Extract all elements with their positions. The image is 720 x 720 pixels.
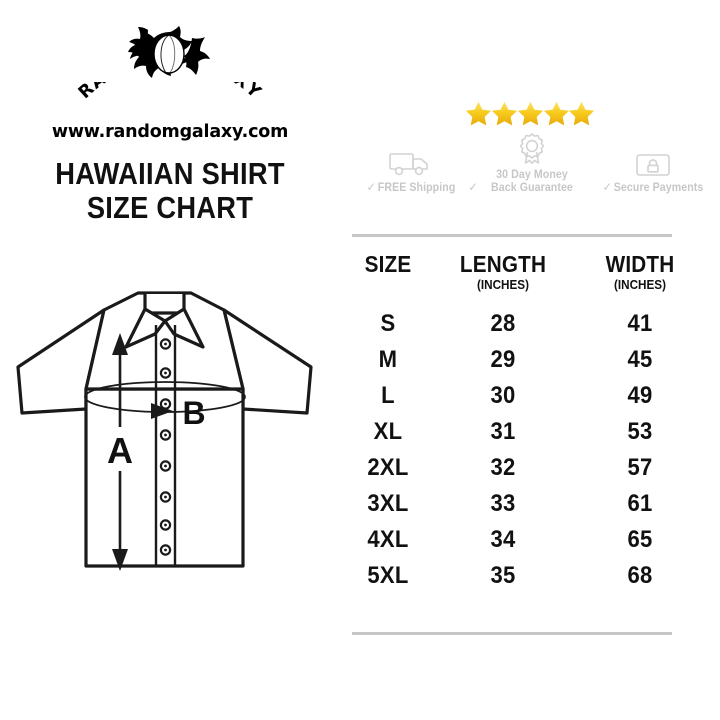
badge-secure-payments: ✓ Secure Payments [594, 146, 712, 195]
cell-length: 30 [490, 382, 516, 409]
cell-width: 49 [627, 382, 653, 409]
cell-length: 34 [490, 526, 516, 553]
header-length: LENGTH (INCHES) [443, 252, 564, 292]
brand-url: www.randomgalaxy.com [51, 122, 289, 142]
header-length-unit: (INCHES) [476, 277, 530, 292]
header-length-text: LENGTH [459, 251, 547, 277]
brand-name-text: RANDOM GALAXY [75, 82, 264, 103]
lock-card-icon [594, 146, 712, 178]
check-icon: ✓ [366, 179, 376, 194]
width-measure-arrow [151, 403, 173, 419]
svg-text:RANDOM GALAXY: RANDOM GALAXY [75, 82, 265, 103]
table-row: 5XL 35 68 [340, 558, 720, 594]
cell-size: 2XL [367, 454, 409, 481]
header-size: SIZE [364, 251, 412, 277]
header-width-text: WIDTH [605, 251, 675, 277]
award-ribbon-icon [473, 133, 591, 166]
title-line-1: HAWAIIAN SHIRT [55, 156, 285, 191]
length-measure-arrow [107, 333, 134, 571]
delivery-truck-icon [352, 146, 470, 178]
cell-length: 31 [490, 418, 516, 445]
right-panel: ✓ FREE Shipping ✓ 30 Day Money Back Guaran… [340, 0, 720, 720]
shirt-diagram: A B [16, 291, 313, 571]
table-body: S 28 41 M 29 45 L 30 49 XL 31 53 2XL 32 57 3XL 33 61 4XL 34… [340, 306, 720, 594]
star-rating [340, 98, 720, 128]
cell-size: L [381, 382, 395, 409]
table-header-row: SIZE LENGTH (INCHES) WIDTH (INCHES) [340, 252, 720, 292]
cell-size: M [378, 346, 398, 373]
shirt-neckband [143, 292, 186, 315]
cell-size: 5XL [367, 562, 409, 589]
check-icon: ✓ [602, 179, 612, 194]
table-row: XL 31 53 [340, 414, 720, 450]
cell-size: S [380, 310, 396, 337]
length-label: A [107, 430, 133, 471]
left-panel: RANDOM GALAXY www.randomgalaxy.com HAWAI… [0, 0, 340, 720]
galaxy-eye-icon [128, 26, 210, 78]
cell-size: 4XL [367, 526, 409, 553]
cell-size: XL [373, 418, 403, 445]
title-line-2: SIZE CHART [86, 190, 254, 225]
header-width-unit: (INCHES) [613, 277, 667, 292]
badge-free-shipping-label: ✓ FREE Shipping [366, 179, 456, 194]
size-table: SIZE LENGTH (INCHES) WIDTH (INCHES) S 28 4… [340, 252, 720, 594]
table-row: 3XL 33 61 [340, 486, 720, 522]
cell-length: 29 [490, 346, 516, 373]
cell-length: 32 [490, 454, 516, 481]
cell-width: 65 [627, 526, 653, 553]
cell-length: 35 [490, 562, 516, 589]
table-divider-top [352, 234, 672, 237]
width-label: B [182, 395, 205, 431]
shirt-buttons [159, 338, 172, 556]
table-row: M 29 45 [340, 342, 720, 378]
badge-free-shipping: ✓ FREE Shipping [352, 146, 470, 195]
cell-width: 61 [627, 490, 653, 517]
check-icon: ✓ [468, 179, 478, 194]
cell-width: 53 [627, 418, 653, 445]
table-row: L 30 49 [340, 378, 720, 414]
table-row: S 28 41 [340, 306, 720, 342]
five-stars-icon [465, 101, 595, 126]
cell-size: 3XL [367, 490, 409, 517]
page-title: HAWAIIAN SHIRT SIZE CHART [0, 158, 340, 223]
badge-money-back-label: ✓ 30 Day Money Back Guarantee [468, 169, 573, 194]
badge-secure-payments-label: ✓ Secure Payments [602, 179, 704, 194]
trust-badges: ✓ FREE Shipping ✓ 30 Day Money Back Guaran… [352, 133, 712, 195]
header-width: WIDTH (INCHES) [577, 252, 703, 292]
cell-length: 28 [490, 310, 516, 337]
cell-length: 33 [490, 490, 516, 517]
brand-name-arc: RANDOM GALAXY [75, 82, 265, 103]
table-row: 4XL 34 65 [340, 522, 720, 558]
badge-money-back: ✓ 30 Day Money Back Guarantee [468, 133, 591, 194]
shirt-body [84, 387, 245, 568]
table-row: 2XL 32 57 [340, 450, 720, 486]
shirt-placket [154, 325, 177, 566]
cell-width: 57 [627, 454, 653, 481]
cell-width: 68 [627, 562, 653, 589]
cell-width: 45 [627, 346, 653, 373]
brand-block: RANDOM GALAXY www.randomgalaxy.com [0, 26, 340, 142]
table-divider-bottom [352, 632, 672, 635]
cell-width: 41 [627, 310, 653, 337]
